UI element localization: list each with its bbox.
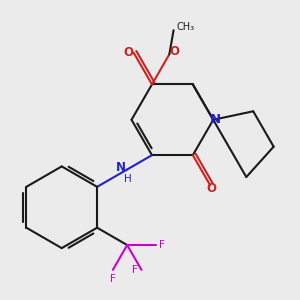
Text: N: N — [210, 113, 221, 126]
Text: F: F — [159, 240, 165, 250]
Text: N: N — [116, 161, 126, 174]
Text: O: O — [169, 46, 179, 59]
Text: O: O — [207, 182, 217, 195]
Text: H: H — [124, 174, 132, 184]
Text: CH₃: CH₃ — [177, 22, 195, 32]
Text: F: F — [110, 274, 116, 284]
Text: O: O — [124, 46, 134, 59]
Text: F: F — [133, 265, 138, 275]
